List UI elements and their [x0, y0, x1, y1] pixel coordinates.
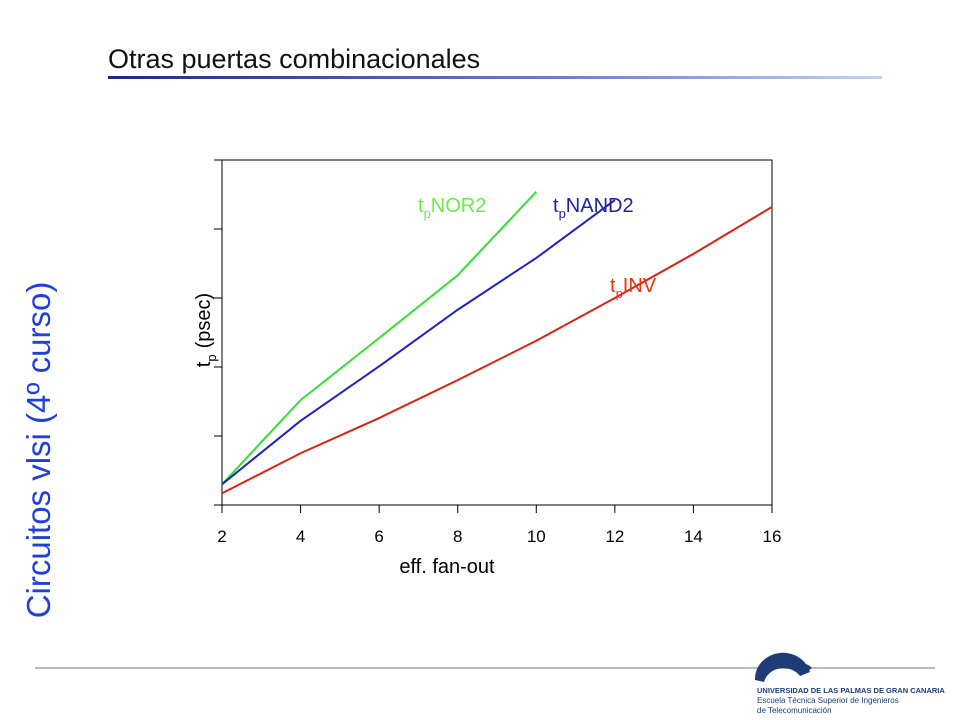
y-axis-label: tp (psec) — [193, 293, 219, 367]
x-tick-label: 6 — [374, 527, 383, 546]
y-label-sub: p — [204, 354, 219, 361]
x-tick-label: 10 — [527, 527, 546, 546]
series-label-sub: p — [559, 206, 566, 221]
logo-arc — [754, 652, 810, 682]
series-label-base: t — [553, 195, 559, 217]
series-label-sub: p — [616, 286, 623, 301]
series-label: tpINV — [610, 275, 657, 301]
footer-line-2: Escuela Técnica Superior de Ingenieros — [757, 696, 899, 705]
logo: UNIVERSIDAD DE LAS PALMAS DE GRAN CANARI… — [754, 652, 945, 715]
x-tick-label: 16 — [763, 527, 782, 546]
footer-line-3: de Telecomunicación — [757, 706, 832, 715]
y-label-rest: (psec) — [193, 293, 215, 349]
side-title: Circuitos vlsi (4º curso) — [20, 282, 57, 619]
series-line — [221, 199, 616, 486]
series-label-base: t — [418, 195, 424, 217]
x-axis-label: eff. fan-out — [399, 556, 495, 578]
series-label-base: t — [610, 275, 616, 297]
x-tick-label: 4 — [296, 527, 305, 546]
slide-title: Otras puertas combinacionales — [108, 44, 480, 74]
x-tick-label: 8 — [453, 527, 462, 546]
x-tick-label: 14 — [684, 527, 703, 546]
title-underline — [108, 76, 882, 79]
series-label-name: INV — [623, 275, 657, 297]
series-line — [221, 206, 773, 495]
x-tick-label: 12 — [605, 527, 624, 546]
y-label-base: t — [193, 361, 215, 367]
plot-frame — [221, 159, 773, 506]
series-label-name: NOR2 — [431, 195, 487, 217]
series-label-sub: p — [424, 206, 431, 221]
series-label-name: NAND2 — [566, 195, 634, 217]
series-line — [221, 191, 538, 485]
footer-line-1: UNIVERSIDAD DE LAS PALMAS DE GRAN CANARI… — [757, 686, 945, 695]
series-label: tpNOR2 — [418, 195, 486, 221]
x-tick-label: 2 — [217, 527, 226, 546]
series-label: tpNAND2 — [553, 195, 634, 221]
logo-wing — [790, 663, 812, 672]
